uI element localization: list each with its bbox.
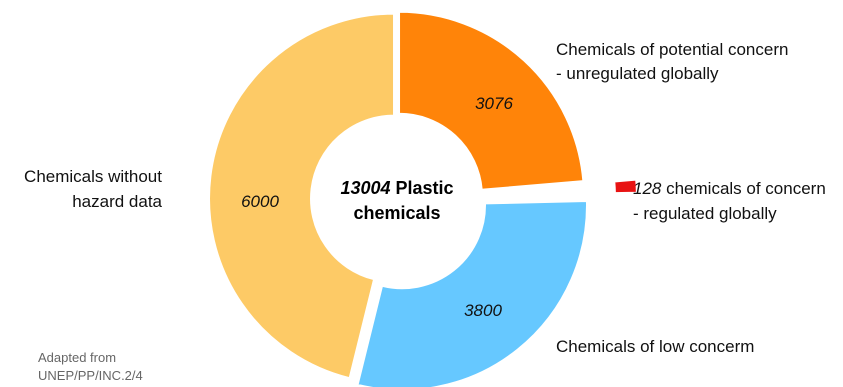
value-label-no-hazard-data: 6000 — [241, 192, 279, 211]
label-regulated-text: chemicals of concern — [661, 179, 825, 198]
center-label-line1: 13004 Plastic — [340, 178, 453, 198]
value-label-potential-concern: 3076 — [475, 94, 513, 113]
donut-slices — [208, 10, 638, 387]
source-note-line2: UNEP/PP/INC.2/4 — [38, 368, 143, 383]
label-potential-concern-line2: - unregulated globally — [556, 64, 719, 83]
label-potential-concern-line1: Chemicals of potential concern — [556, 40, 788, 59]
slice-no-hazard-data — [208, 12, 396, 380]
label-regulated-line1: 128 chemicals of concern — [633, 179, 826, 198]
slice-low-concern — [356, 200, 588, 387]
label-regulated-count: 128 — [633, 179, 662, 198]
slice-potential-concern — [398, 10, 585, 191]
label-no-hazard-line2: hazard data — [72, 192, 162, 211]
center-label-line2: chemicals — [353, 203, 440, 223]
slice-regulated-concern — [613, 178, 638, 195]
label-no-hazard-line1: Chemicals without — [24, 167, 162, 186]
value-label-low-concern: 3800 — [464, 301, 502, 320]
source-note-line1: Adapted from — [38, 350, 116, 365]
center-label-word1-text: Plastic — [396, 178, 454, 198]
center-total: 13004 — [340, 178, 390, 198]
label-low-concern: Chemicals of low concerm — [556, 337, 754, 356]
label-regulated-line2: - regulated globally — [633, 204, 777, 223]
